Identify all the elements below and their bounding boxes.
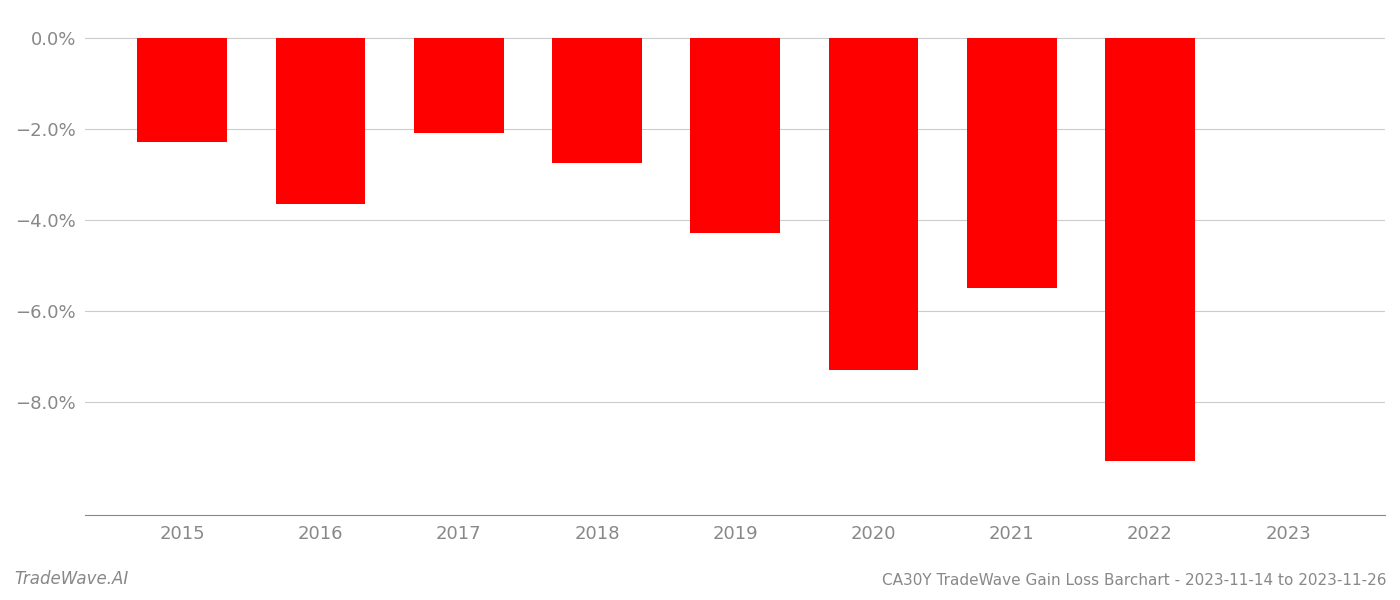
Bar — [276, 38, 365, 204]
Bar — [137, 38, 227, 142]
Bar — [552, 38, 643, 163]
Bar — [967, 38, 1057, 288]
Bar — [414, 38, 504, 133]
Bar — [829, 38, 918, 370]
Text: CA30Y TradeWave Gain Loss Barchart - 2023-11-14 to 2023-11-26: CA30Y TradeWave Gain Loss Barchart - 202… — [882, 573, 1386, 588]
Text: TradeWave.AI: TradeWave.AI — [14, 570, 129, 588]
Bar — [1105, 38, 1196, 461]
Bar — [690, 38, 780, 233]
